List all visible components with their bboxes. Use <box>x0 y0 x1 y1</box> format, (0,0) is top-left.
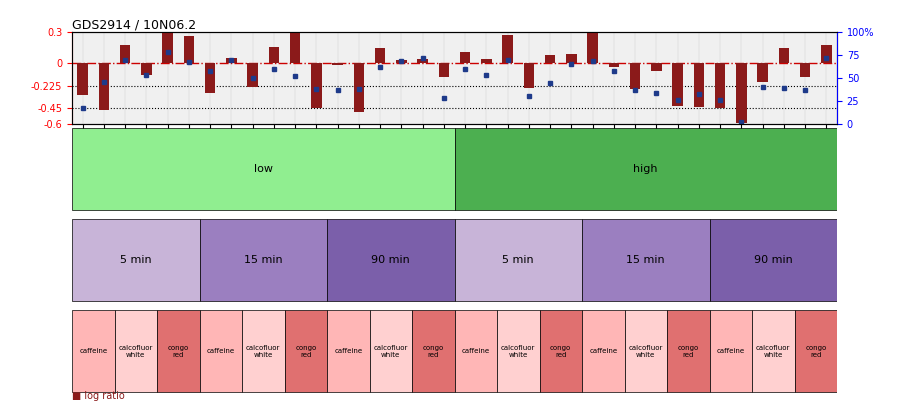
Text: low: low <box>254 164 273 174</box>
Bar <box>651 63 661 71</box>
Bar <box>608 63 619 67</box>
Bar <box>460 51 471 63</box>
Text: calcofluor
white: calcofluor white <box>374 345 408 358</box>
Text: caffeine: caffeine <box>79 348 107 354</box>
Bar <box>694 63 704 107</box>
Bar <box>248 63 258 87</box>
Text: high: high <box>634 164 658 174</box>
Text: caffeine: caffeine <box>207 348 235 354</box>
FancyBboxPatch shape <box>539 310 582 392</box>
Bar <box>821 45 832 63</box>
Bar <box>672 63 683 107</box>
FancyBboxPatch shape <box>200 310 242 392</box>
Bar <box>268 47 279 63</box>
Bar <box>99 63 109 110</box>
FancyBboxPatch shape <box>200 219 327 301</box>
Bar <box>374 47 385 63</box>
Text: congo
red: congo red <box>678 345 699 358</box>
Text: 90 min: 90 min <box>372 255 410 265</box>
Bar <box>566 53 577 63</box>
FancyBboxPatch shape <box>709 310 752 392</box>
Bar <box>311 63 321 108</box>
Bar <box>396 60 407 63</box>
FancyBboxPatch shape <box>582 310 625 392</box>
Bar <box>205 63 215 93</box>
Bar <box>502 36 513 63</box>
Text: ■ log ratio: ■ log ratio <box>72 391 125 401</box>
FancyBboxPatch shape <box>752 310 795 392</box>
Bar <box>544 55 555 63</box>
FancyBboxPatch shape <box>582 219 709 301</box>
FancyBboxPatch shape <box>497 310 539 392</box>
FancyBboxPatch shape <box>795 310 837 392</box>
Bar <box>418 59 428 63</box>
Text: 90 min: 90 min <box>754 255 793 265</box>
Bar <box>184 36 194 63</box>
Text: calcofluor
white: calcofluor white <box>756 345 790 358</box>
Bar <box>630 63 641 89</box>
Bar <box>736 63 747 122</box>
Text: congo
red: congo red <box>167 345 189 358</box>
Bar <box>354 63 364 112</box>
Text: caffeine: caffeine <box>462 348 490 354</box>
FancyBboxPatch shape <box>454 310 497 392</box>
Text: 15 min: 15 min <box>626 255 665 265</box>
Bar <box>438 63 449 77</box>
Bar <box>77 63 88 95</box>
Bar <box>588 32 598 63</box>
Text: congo
red: congo red <box>550 345 572 358</box>
Bar <box>332 63 343 65</box>
Text: caffeine: caffeine <box>590 348 617 354</box>
Bar <box>524 63 535 88</box>
Bar <box>757 63 768 82</box>
Text: GDS2914 / 10N06.2: GDS2914 / 10N06.2 <box>72 18 196 31</box>
Bar <box>482 59 491 63</box>
Bar <box>715 63 725 108</box>
FancyBboxPatch shape <box>454 219 582 301</box>
FancyBboxPatch shape <box>667 310 709 392</box>
Text: congo
red: congo red <box>423 345 444 358</box>
FancyBboxPatch shape <box>157 310 200 392</box>
Text: calcofluor
white: calcofluor white <box>628 345 663 358</box>
Bar <box>226 58 237 63</box>
Text: caffeine: caffeine <box>334 348 363 354</box>
Text: calcofluor
white: calcofluor white <box>501 345 536 358</box>
Text: 5 min: 5 min <box>502 255 534 265</box>
FancyBboxPatch shape <box>370 310 412 392</box>
FancyBboxPatch shape <box>242 310 284 392</box>
FancyBboxPatch shape <box>709 219 837 301</box>
Bar <box>290 32 301 63</box>
Text: calcofluor
white: calcofluor white <box>119 345 153 358</box>
FancyBboxPatch shape <box>72 219 200 301</box>
FancyBboxPatch shape <box>284 310 327 392</box>
Text: congo
red: congo red <box>295 345 317 358</box>
Bar <box>800 63 810 77</box>
FancyBboxPatch shape <box>327 310 370 392</box>
FancyBboxPatch shape <box>72 128 454 210</box>
FancyBboxPatch shape <box>412 310 454 392</box>
FancyBboxPatch shape <box>72 310 114 392</box>
Text: calcofluor
white: calcofluor white <box>246 345 281 358</box>
Bar <box>778 47 789 63</box>
FancyBboxPatch shape <box>114 310 157 392</box>
Text: 15 min: 15 min <box>244 255 283 265</box>
FancyBboxPatch shape <box>454 128 837 210</box>
Text: 5 min: 5 min <box>120 255 151 265</box>
Text: congo
red: congo red <box>806 345 826 358</box>
Text: caffeine: caffeine <box>716 348 745 354</box>
FancyBboxPatch shape <box>625 310 667 392</box>
Bar <box>162 32 173 63</box>
Bar <box>141 63 152 75</box>
Bar <box>120 45 130 63</box>
FancyBboxPatch shape <box>327 219 454 301</box>
